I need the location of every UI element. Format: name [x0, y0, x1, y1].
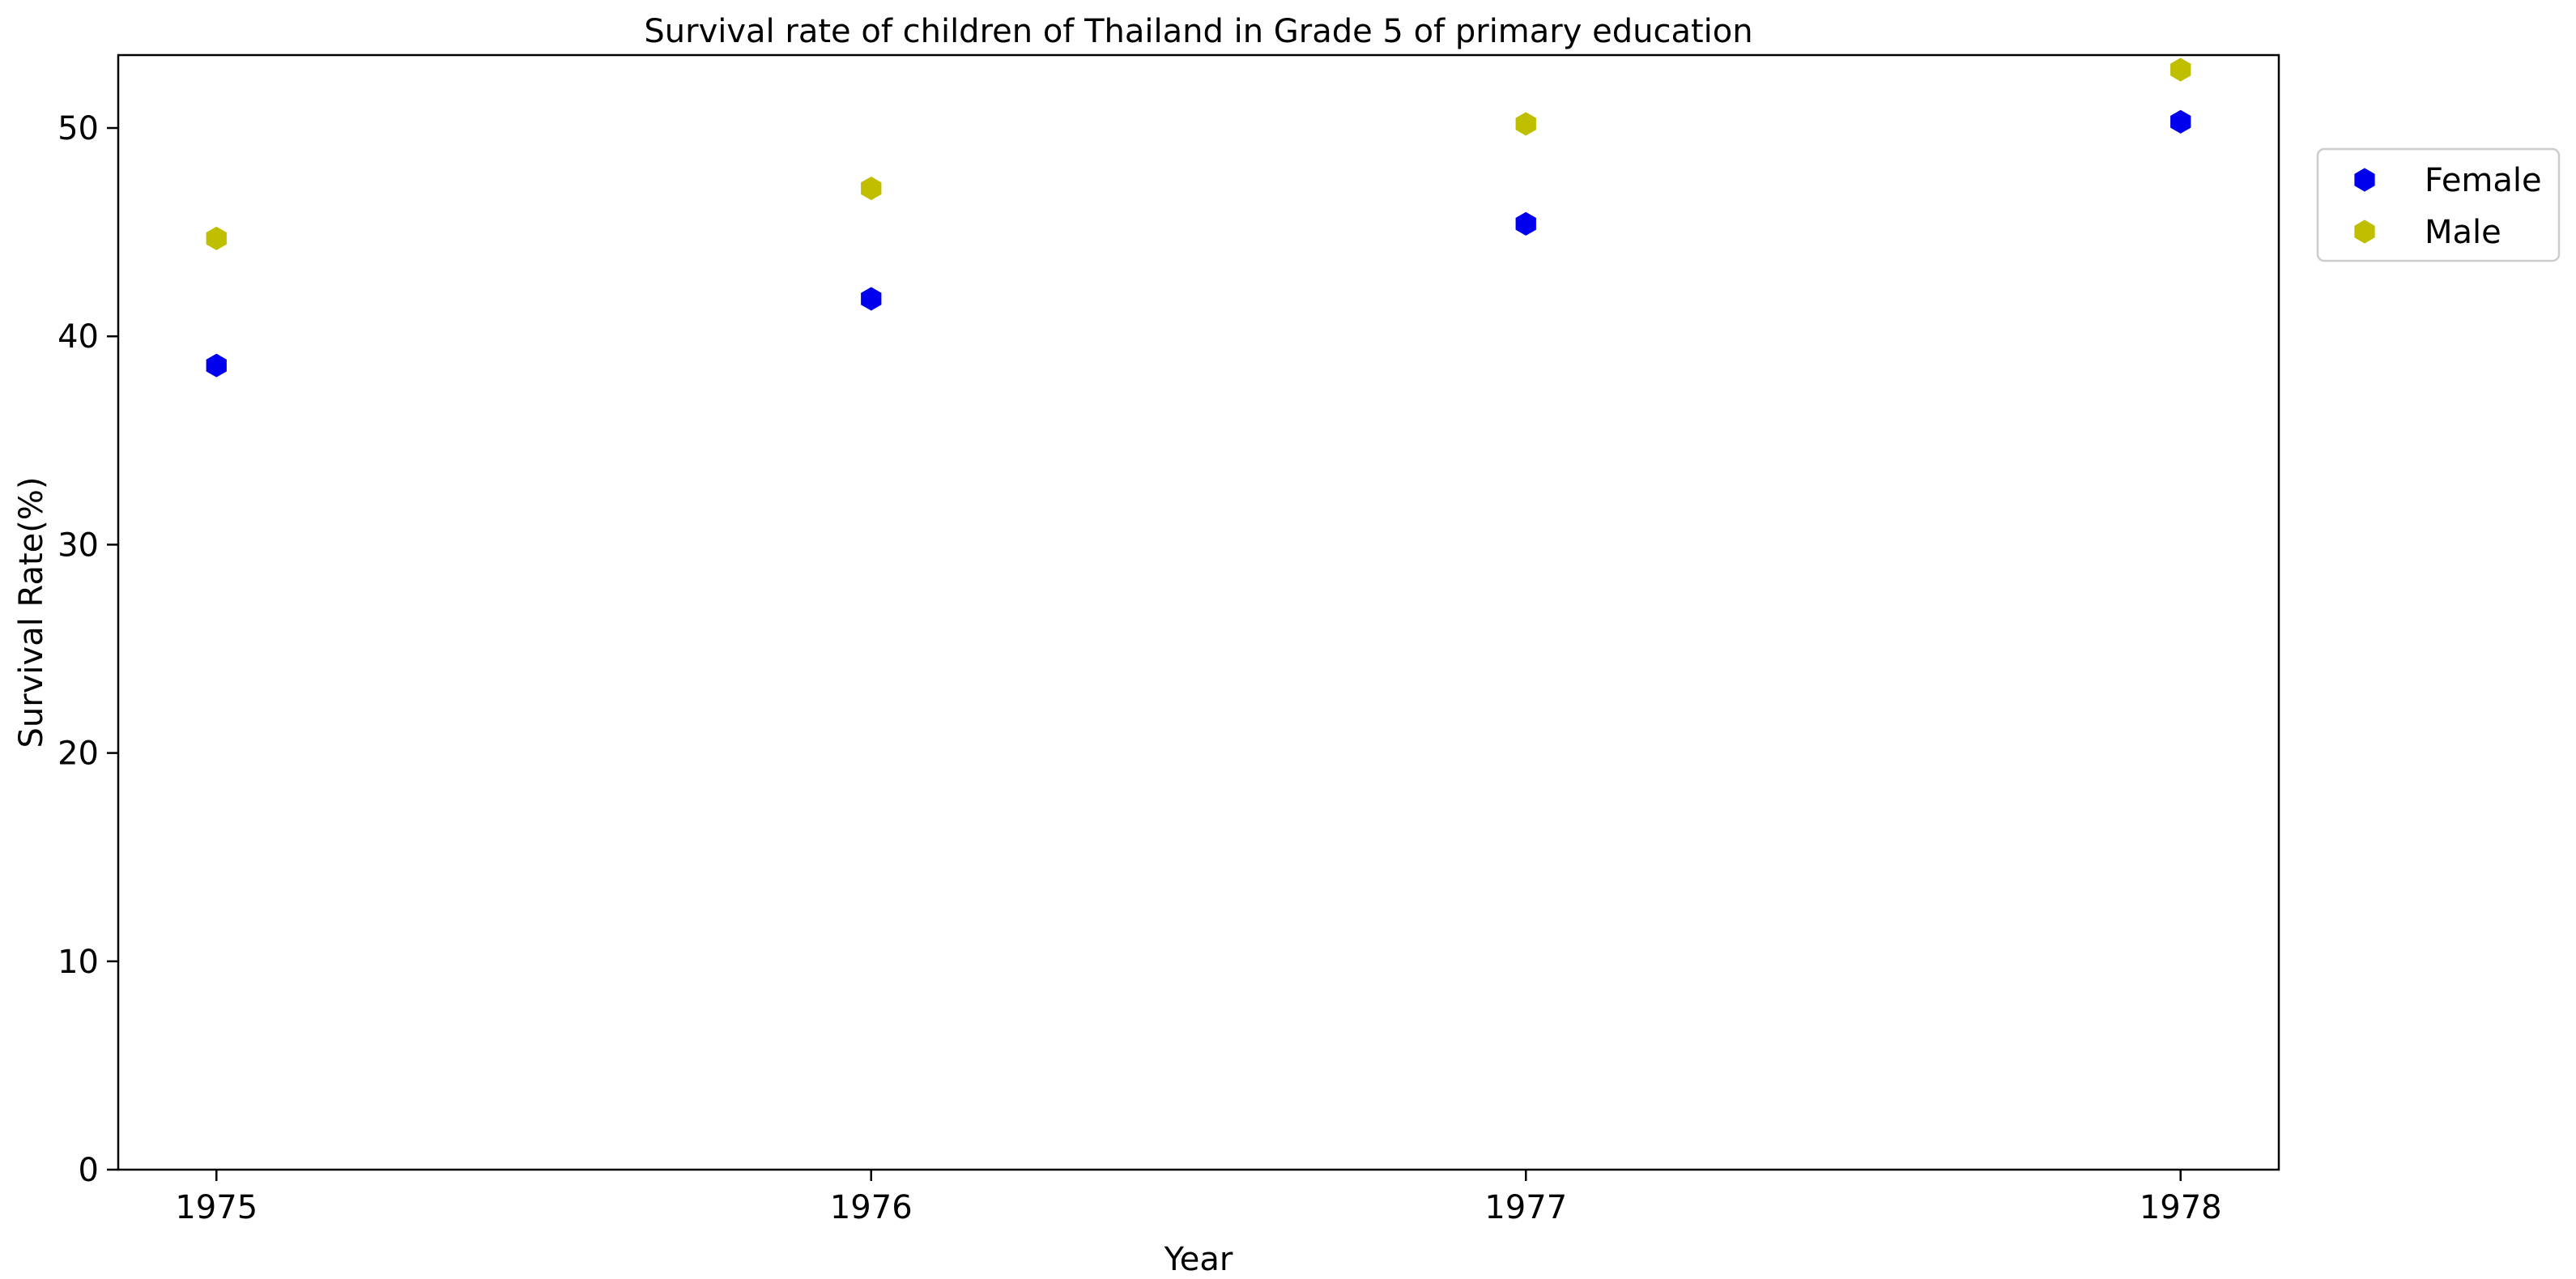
series-female [206, 109, 2191, 377]
y-axis-label: Survival Rate(%) [13, 477, 50, 748]
y-tick-label: 40 [57, 318, 99, 356]
chart-title: Survival rate of children of Thailand in… [644, 13, 1752, 50]
data-point-male-1978 [2170, 58, 2191, 82]
y-tick-label: 30 [57, 527, 99, 564]
legend-label-female: Female [2425, 162, 2542, 199]
y-tick-label: 10 [57, 944, 99, 981]
data-series [206, 58, 2191, 377]
legend-marker-female [2354, 168, 2375, 192]
x-axis-label: Year [1164, 1241, 1233, 1278]
data-point-female-1977 [1515, 211, 1536, 236]
data-point-male-1976 [861, 177, 882, 201]
data-point-male-1975 [206, 226, 227, 250]
y-axis: 0 10 20 30 40 50 [57, 110, 118, 1189]
plot-area-frame [117, 53, 2280, 1171]
y-tick-label: 50 [57, 110, 99, 147]
x-axis: 1975 1976 1977 1978 [175, 1170, 2222, 1226]
y-tick-label: 0 [79, 1152, 99, 1189]
data-point-male-1977 [1515, 112, 1536, 136]
x-tick-label: 1976 [830, 1189, 913, 1226]
series-male [206, 58, 2191, 250]
data-point-female-1975 [206, 353, 227, 377]
legend-marker-male [2354, 220, 2375, 244]
y-tick-label: 20 [57, 735, 99, 773]
x-tick-label: 1978 [2140, 1189, 2222, 1226]
x-tick-label: 1975 [175, 1189, 258, 1226]
x-tick-label: 1977 [1484, 1189, 1567, 1226]
legend-box [2316, 147, 2561, 262]
data-point-female-1976 [861, 287, 882, 311]
legend-label-male: Male [2425, 214, 2501, 251]
data-point-female-1978 [2170, 109, 2191, 134]
legend: Female Male [2316, 147, 2561, 262]
